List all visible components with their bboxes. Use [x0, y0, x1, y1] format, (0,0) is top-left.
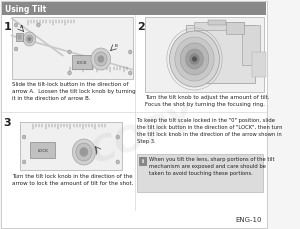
Text: 1: 1 — [4, 22, 11, 32]
Circle shape — [180, 43, 209, 75]
Circle shape — [72, 139, 95, 165]
Bar — [137, 154, 263, 192]
Text: COPY: COPY — [85, 100, 200, 170]
Text: LOCK: LOCK — [38, 149, 48, 153]
Circle shape — [76, 143, 92, 161]
Bar — [208, 20, 226, 25]
Text: 2: 2 — [137, 22, 145, 32]
Circle shape — [128, 71, 132, 75]
Bar — [72, 55, 92, 69]
Circle shape — [193, 57, 196, 61]
Circle shape — [28, 38, 31, 41]
Bar — [139, 157, 146, 165]
Bar — [194, 22, 244, 30]
Bar — [146, 17, 264, 92]
Circle shape — [94, 52, 107, 66]
Circle shape — [116, 135, 120, 139]
Text: i: i — [142, 159, 144, 164]
Circle shape — [37, 23, 40, 27]
Circle shape — [169, 31, 220, 87]
Circle shape — [128, 50, 132, 54]
Circle shape — [23, 32, 36, 46]
Text: B: B — [114, 44, 117, 48]
Circle shape — [68, 71, 71, 75]
Text: LOCK: LOCK — [77, 61, 87, 65]
Text: When you tilt the lens, sharp portions of the tilt
mechanism are exposed and car: When you tilt the lens, sharp portions o… — [149, 157, 274, 176]
Circle shape — [190, 54, 199, 64]
Circle shape — [22, 135, 26, 139]
Circle shape — [80, 148, 87, 156]
Bar — [242, 25, 260, 65]
Circle shape — [26, 35, 33, 43]
Bar — [16, 33, 23, 41]
Text: Using Tilt: Using Tilt — [5, 5, 46, 14]
Bar — [2, 2, 266, 15]
Circle shape — [22, 160, 26, 164]
Circle shape — [14, 47, 18, 51]
Text: Slide the tilt-lock button in the direction of
arrow A.  Loosen the tilt lock kn: Slide the tilt-lock button in the direct… — [12, 82, 135, 101]
Circle shape — [116, 160, 120, 164]
Circle shape — [186, 49, 203, 69]
Text: To keep the tilt scale locked in the "0" position, slide
the tilt lock button in: To keep the tilt scale locked in the "0"… — [137, 118, 283, 144]
Text: Turn the tilt knob to adjust the amount of tilt.
Focus the shot by turning the f: Turn the tilt knob to adjust the amount … — [146, 95, 270, 107]
Circle shape — [175, 37, 214, 81]
Text: A: A — [20, 25, 22, 29]
Bar — [18, 35, 21, 39]
Circle shape — [98, 56, 104, 62]
Bar — [186, 25, 255, 83]
Bar — [20, 122, 122, 170]
Text: 3: 3 — [4, 118, 11, 128]
Circle shape — [68, 50, 71, 54]
Circle shape — [14, 23, 18, 27]
Text: Turn the tilt lock knob in the direction of the
arrow to lock the amount of tilt: Turn the tilt lock knob in the direction… — [13, 174, 134, 186]
Circle shape — [91, 48, 111, 70]
Bar — [30, 142, 55, 158]
Bar — [226, 22, 244, 34]
Bar — [12, 17, 133, 79]
Bar — [253, 52, 266, 77]
Text: ENG-10: ENG-10 — [236, 217, 262, 223]
